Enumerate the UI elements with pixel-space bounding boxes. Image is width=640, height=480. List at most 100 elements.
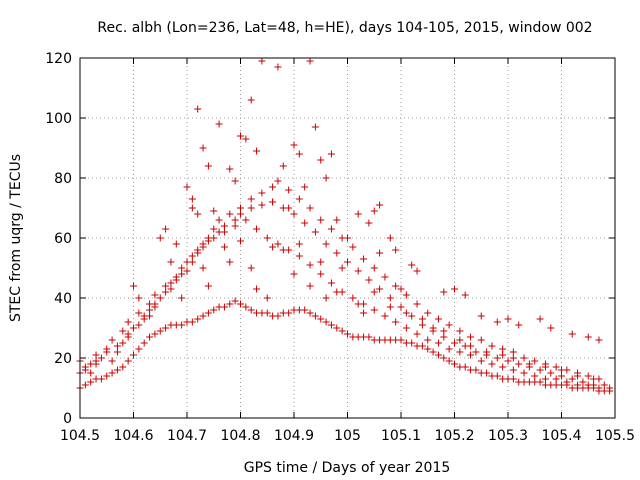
x-tick-label: 104.5 xyxy=(60,428,100,444)
data-point xyxy=(386,303,394,311)
x-tick-label: 104.7 xyxy=(167,428,207,444)
data-point xyxy=(306,282,314,290)
data-point xyxy=(274,240,282,248)
data-point xyxy=(558,372,565,380)
data-point xyxy=(226,258,234,266)
data-point xyxy=(499,363,507,371)
data-point xyxy=(354,267,362,275)
data-point xyxy=(156,294,164,302)
y-tick-label: 120 xyxy=(45,51,72,67)
data-point xyxy=(279,246,287,254)
y-tick-label: 100 xyxy=(45,111,72,127)
data-point xyxy=(451,339,458,347)
x-tick-label: 104.9 xyxy=(274,428,314,444)
data-point xyxy=(370,306,378,314)
data-point xyxy=(424,345,432,353)
data-point xyxy=(231,222,239,230)
data-point xyxy=(199,243,207,251)
data-point xyxy=(269,183,277,191)
data-point xyxy=(97,375,105,383)
data-point xyxy=(477,336,485,344)
data-point xyxy=(162,324,170,332)
data-point xyxy=(183,183,191,191)
data-point xyxy=(119,327,127,335)
data-point xyxy=(183,267,191,275)
data-point xyxy=(253,147,261,155)
data-point xyxy=(461,291,469,299)
data-point xyxy=(477,312,485,320)
data-point xyxy=(274,63,282,71)
data-point xyxy=(434,339,442,347)
data-point xyxy=(119,339,127,347)
data-point xyxy=(178,264,186,272)
data-point xyxy=(365,276,373,284)
data-point xyxy=(178,270,186,278)
data-point xyxy=(467,333,475,341)
data-point xyxy=(338,264,346,272)
data-point xyxy=(397,303,405,311)
data-point xyxy=(541,375,549,383)
data-point xyxy=(434,315,442,323)
data-point xyxy=(376,201,384,209)
data-point xyxy=(547,324,555,332)
data-point xyxy=(327,150,335,158)
data-point xyxy=(477,357,485,365)
data-point xyxy=(210,225,218,233)
y-tick-label: 40 xyxy=(54,291,72,307)
data-point xyxy=(237,237,244,245)
data-point xyxy=(231,216,239,224)
data-point xyxy=(311,312,319,320)
data-point xyxy=(279,162,287,170)
data-point xyxy=(301,183,309,191)
data-point xyxy=(445,345,453,353)
data-point xyxy=(499,345,507,353)
data-point xyxy=(146,312,154,320)
data-point xyxy=(520,369,528,377)
data-point xyxy=(451,285,458,293)
data-point xyxy=(194,210,202,218)
data-point xyxy=(322,240,330,248)
data-point xyxy=(413,267,421,275)
data-point xyxy=(226,165,234,173)
x-tick-label: 105.2 xyxy=(434,428,474,444)
data-point xyxy=(215,216,223,224)
data-point xyxy=(445,357,453,365)
data-point xyxy=(140,339,148,347)
data-point xyxy=(124,333,132,341)
data-point xyxy=(194,315,202,323)
data-point xyxy=(376,249,384,257)
data-point xyxy=(574,381,582,389)
data-point xyxy=(424,309,432,317)
data-point xyxy=(119,363,127,371)
data-point xyxy=(418,342,426,350)
data-point xyxy=(237,210,244,218)
data-point xyxy=(327,225,335,233)
data-point xyxy=(349,294,357,302)
data-point xyxy=(194,105,202,113)
data-point xyxy=(370,288,378,296)
data-point xyxy=(81,381,89,389)
data-point xyxy=(595,336,603,344)
y-tick-label: 60 xyxy=(54,231,72,247)
x-tick-label: 105.1 xyxy=(381,428,421,444)
data-point xyxy=(167,285,175,293)
x-tick-label: 105.4 xyxy=(541,428,581,444)
data-point xyxy=(237,204,244,212)
y-tick-label: 80 xyxy=(54,171,72,187)
data-point xyxy=(204,282,212,290)
data-point xyxy=(274,312,282,320)
data-point xyxy=(247,195,255,203)
data-point xyxy=(290,210,298,218)
data-point xyxy=(290,270,298,278)
data-point xyxy=(290,141,298,149)
data-point xyxy=(188,195,196,203)
data-point xyxy=(306,57,314,65)
data-point xyxy=(317,156,325,164)
data-point xyxy=(434,351,442,359)
data-point xyxy=(344,258,351,266)
x-tick-label: 105.3 xyxy=(488,428,528,444)
data-point xyxy=(509,348,517,356)
data-point xyxy=(113,348,121,356)
x-tick-label: 104.6 xyxy=(113,428,153,444)
data-point xyxy=(392,318,400,326)
